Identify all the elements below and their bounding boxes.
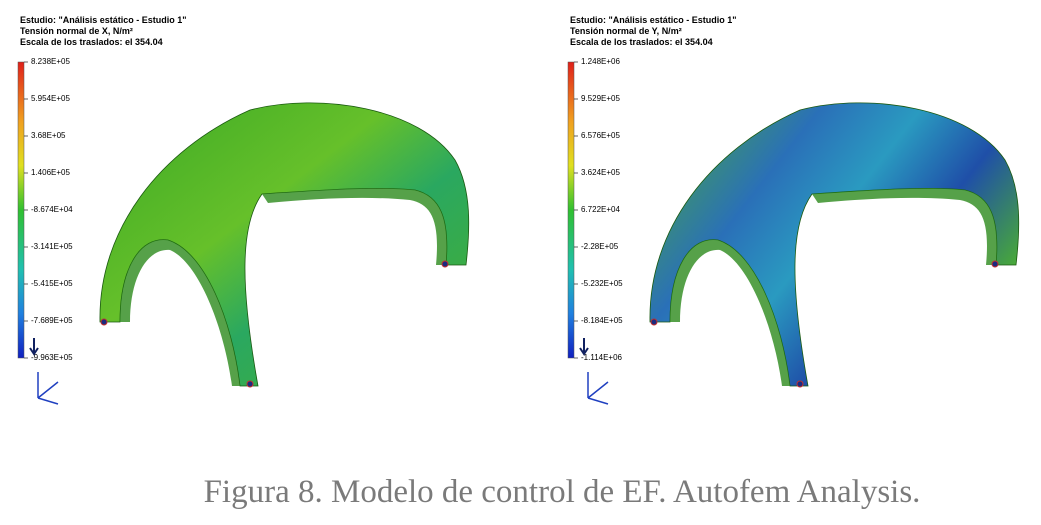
scale-label: -7.689E+05 — [31, 316, 73, 325]
scale-label: 6.722E+04 — [581, 205, 620, 214]
support — [246, 380, 254, 388]
color-scale — [17, 61, 25, 359]
dome-edge — [120, 239, 240, 386]
scale-label: -2.28E+05 — [581, 242, 619, 251]
scale-label: 1.248E+06 — [581, 57, 620, 66]
dome-edge — [262, 188, 447, 265]
header-line: Tensión normal de X, N/m² — [20, 26, 133, 36]
scale-label: -3.141E+05 — [31, 242, 73, 251]
scale-label: 6.576E+05 — [581, 131, 620, 140]
load-arrow — [29, 338, 39, 356]
support — [650, 318, 658, 326]
support — [100, 318, 108, 326]
header-line: Tensión normal de Y, N/m² — [570, 26, 682, 36]
scale-label: -8.674E+04 — [31, 205, 73, 214]
axis-triad — [37, 372, 59, 405]
scale-label: -5.232E+05 — [581, 279, 623, 288]
axis-triad — [587, 372, 609, 405]
dome-edge — [670, 239, 790, 386]
header-line: Estudio: "Análisis estático - Estudio 1" — [570, 15, 737, 25]
support — [441, 260, 449, 268]
scale-label: 3.68E+05 — [31, 131, 66, 140]
dome-edge — [812, 188, 997, 265]
scale-label: -9.963E+05 — [31, 353, 73, 362]
scale-label: -8.184E+05 — [581, 316, 623, 325]
caption: Figura 8. Modelo de control de EF. Autof… — [204, 474, 921, 510]
support — [991, 260, 999, 268]
scale-label: 5.954E+05 — [31, 94, 70, 103]
scale-label: 8.238E+05 — [31, 57, 70, 66]
scale-label: 9.529E+05 — [581, 94, 620, 103]
panels: Estudio: "Análisis estático - Estudio 1"… — [17, 15, 1020, 405]
support — [796, 380, 804, 388]
scale-label: 1.406E+05 — [31, 168, 70, 177]
result-panel: Estudio: "Análisis estático - Estudio 1"… — [567, 15, 1020, 405]
result-panel: Estudio: "Análisis estático - Estudio 1"… — [17, 15, 470, 405]
header-line: Estudio: "Análisis estático - Estudio 1" — [20, 15, 187, 25]
load-arrow — [579, 338, 589, 356]
color-scale — [567, 61, 575, 359]
scale-label: 3.624E+05 — [581, 168, 620, 177]
header-line: Escala de los traslados: el 354.04 — [570, 37, 713, 47]
header-line: Escala de los traslados: el 354.04 — [20, 37, 163, 47]
scale-label: -1.114E+06 — [581, 353, 623, 362]
scale-label: -5.415E+05 — [31, 279, 73, 288]
